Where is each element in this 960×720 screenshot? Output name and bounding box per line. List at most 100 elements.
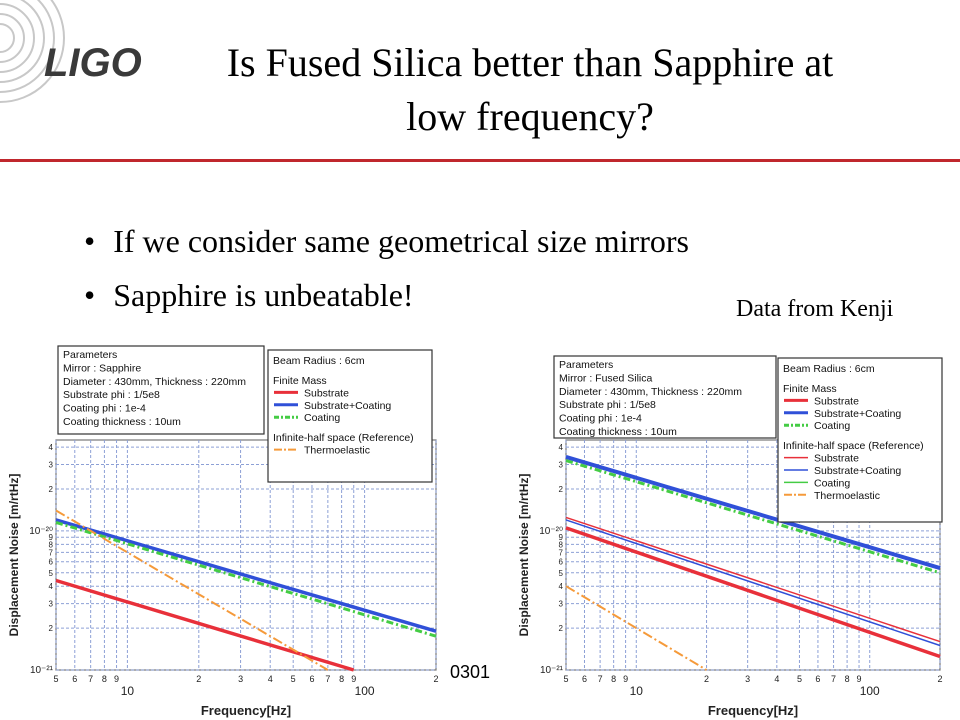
y-tick-label: 3: [559, 460, 564, 469]
x-tick-label: 6: [309, 674, 314, 684]
x-axis-label: Frequency[Hz]: [708, 703, 798, 718]
y-tick-label: 10⁻²⁰: [539, 526, 563, 537]
x-tick-label: 4: [774, 674, 779, 684]
bullet-dot: •: [84, 223, 96, 259]
slide-title: Is Fused Silica better than Sapphire at …: [150, 36, 910, 144]
x-tick-label: 100: [860, 684, 880, 698]
x-tick-label: 7: [831, 674, 836, 684]
parameters-line: Coating phi : 1e-4: [63, 403, 146, 415]
x-tick-label: 9: [857, 674, 862, 684]
parameters-line: Substrate phi : 1/5e8: [63, 389, 160, 401]
y-tick-label: 5: [559, 569, 564, 578]
x-tick-label: 5: [563, 674, 568, 684]
title-divider: [0, 159, 960, 162]
legend-infinite-heading: Infinite-half space (Reference): [273, 432, 414, 444]
legend-entry: Coating: [304, 412, 340, 424]
y-tick-label: 6: [559, 558, 564, 567]
title-line-1: Is Fused Silica better than Sapphire at: [226, 40, 834, 85]
y-axis-label: Displacement Noise [m/rtHz]: [7, 474, 21, 637]
x-tick-label: 5: [53, 674, 58, 684]
series-line: [565, 519, 941, 647]
legend-entry: Substrate+Coating: [304, 400, 391, 412]
legend-box: [267, 349, 433, 483]
x-tick-label: 9: [114, 674, 119, 684]
series-line: [565, 459, 941, 575]
y-tick-label: 7: [49, 548, 54, 557]
slide-number: 0301: [450, 662, 491, 682]
x-axis-label: Frequency[Hz]: [201, 703, 291, 718]
y-tick-label: 8: [559, 540, 564, 549]
y-tick-label: 4: [49, 443, 54, 452]
bullet-text: If we consider same geometrical size mir…: [113, 223, 689, 259]
y-tick-label: 5: [49, 569, 54, 578]
x-tick-label: 7: [88, 674, 93, 684]
bullet-item: • If we consider same geometrical size mi…: [84, 214, 689, 268]
parameters-box: [553, 355, 777, 439]
x-tick-label: 3: [745, 674, 750, 684]
x-tick-label: 8: [102, 674, 107, 684]
ligo-logo: LIGO: [0, 0, 142, 103]
y-tick-label: 3: [49, 600, 54, 609]
legend-entry: Coating: [814, 420, 850, 432]
series-line: [565, 454, 941, 571]
legend-entry: Substrate: [814, 453, 859, 465]
series-line: [565, 516, 941, 643]
y-tick-label: 9: [49, 533, 54, 542]
y-tick-label: 3: [559, 600, 564, 609]
y-tick-label: 4: [559, 443, 564, 452]
x-tick-label: 7: [598, 674, 603, 684]
series-line: [55, 578, 355, 672]
x-tick-label: 8: [845, 674, 850, 684]
title-line-2: low frequency?: [406, 94, 654, 139]
y-tick-label: 6: [49, 558, 54, 567]
parameters-line: Mirror : Sapphire: [63, 362, 141, 374]
series-line: [55, 520, 437, 638]
series-line: [565, 526, 941, 659]
parameters-line: Mirror : Fused Silica: [559, 372, 653, 384]
legend-entry: Substrate+Coating: [814, 465, 901, 477]
x-tick-label: 6: [72, 674, 77, 684]
series-line: [55, 509, 329, 671]
x-tick-label: 5: [291, 674, 296, 684]
x-tick-label: 6: [582, 674, 587, 684]
x-tick-label: 6: [815, 674, 820, 684]
y-tick-label: 2: [49, 485, 54, 494]
legend-entry: Thermoelastic: [814, 490, 880, 502]
legend-entry: Coating: [814, 477, 850, 489]
x-tick-label: 7: [325, 674, 330, 684]
bullet-text: Sapphire is unbeatable!: [113, 277, 414, 313]
x-tick-label: 100: [355, 684, 375, 698]
series-line: [55, 518, 437, 633]
legend-entry: Thermoelastic: [304, 445, 370, 457]
y-tick-label: 10⁻²⁰: [29, 526, 53, 537]
x-tick-label: 9: [623, 674, 628, 684]
data-credit: Data from Kenji: [736, 296, 894, 322]
y-tick-label: 3: [49, 460, 54, 469]
y-tick-label: 2: [559, 624, 564, 633]
parameters-line: Coating thickness : 10um: [63, 416, 181, 428]
parameters-heading: Parameters: [559, 359, 613, 371]
parameters-line: Substrate phi : 1/5e8: [559, 399, 656, 411]
legend-entry: Substrate: [814, 395, 859, 407]
y-tick-label: 10⁻²¹: [540, 665, 564, 676]
parameters-heading: Parameters: [63, 349, 117, 361]
x-tick-label: 2: [196, 674, 201, 684]
parameters-line: Diameter : 430mm, Thickness : 220mm: [63, 376, 246, 388]
y-tick-label: 4: [559, 582, 564, 591]
y-tick-label: 9: [559, 533, 564, 542]
y-tick-label: 8: [49, 540, 54, 549]
parameters-line: Coating phi : 1e-4: [559, 413, 642, 425]
x-tick-label: 9: [351, 674, 356, 684]
y-tick-label: 10⁻²¹: [30, 665, 54, 676]
legend-entry: Substrate: [304, 387, 349, 399]
y-tick-label: 2: [559, 485, 564, 494]
x-tick-label: 10: [121, 684, 135, 698]
legend-entry: Substrate+Coating: [814, 408, 901, 420]
x-tick-label: 10: [630, 684, 644, 698]
legend-beam-radius: Beam Radius : 6cm: [273, 355, 365, 367]
series-line: [565, 585, 708, 671]
svg-text:LIGO: LIGO: [44, 41, 142, 85]
x-tick-label: 2: [704, 674, 709, 684]
legend-infinite-heading: Infinite-half space (Reference): [783, 440, 924, 452]
